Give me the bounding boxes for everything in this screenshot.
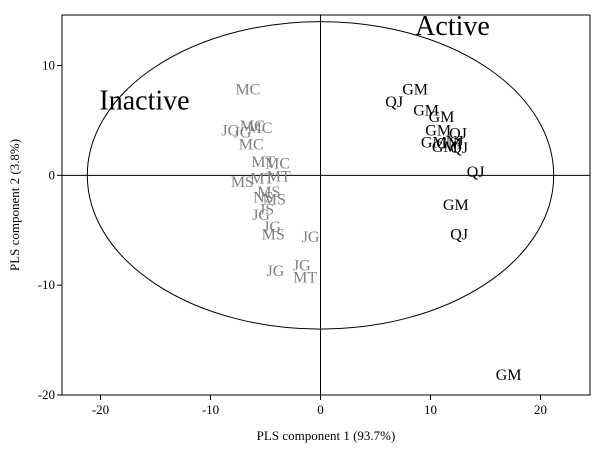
confidence-ellipse	[86, 21, 555, 330]
data-point-label: QJ	[467, 164, 485, 181]
data-point-label: JG	[252, 207, 270, 224]
x-axis-title: PLS component 1 (93.7%)	[257, 428, 396, 443]
data-point-label: GM	[402, 82, 428, 99]
x-tick-label: 20	[534, 402, 547, 417]
data-point-label: QJ	[450, 140, 468, 157]
data-point-label: QJ	[449, 126, 467, 143]
data-point-label: GM	[436, 135, 462, 152]
data-point-label: MS	[257, 184, 280, 201]
data-point-label: JG	[267, 263, 285, 280]
data-point-label: MC	[235, 82, 260, 99]
data-point-label: JG	[234, 125, 252, 142]
x-tick-label: -10	[202, 402, 219, 417]
data-point-label: MS	[263, 192, 286, 209]
y-tick-label: -20	[38, 387, 55, 402]
y-tick-label: -10	[38, 277, 55, 292]
data-point-label: GM	[429, 109, 455, 126]
data-point-label: JG	[302, 229, 320, 246]
region-label: Inactive	[99, 85, 189, 116]
data-point-label: GM	[421, 134, 447, 151]
x-tick-label: -20	[92, 402, 109, 417]
data-point-label: MT	[251, 154, 275, 171]
plot-frame	[61, 14, 591, 396]
data-point-label: MC	[240, 118, 265, 135]
region-label: Active	[415, 11, 490, 42]
data-point-label: JG	[293, 257, 311, 274]
data-point-label: GM	[432, 139, 458, 156]
y-tick-label: 0	[49, 167, 56, 182]
y-tick-label: 10	[42, 58, 55, 73]
data-point-label: GM	[413, 103, 439, 120]
data-point-label: MS	[262, 227, 285, 244]
y-axis-title: PLS component 2 (3.8%)	[7, 139, 22, 271]
data-point-label: QJ	[385, 94, 403, 111]
x-tick-label: 0	[317, 402, 324, 417]
data-point-label: JG	[263, 219, 281, 236]
data-point-label: NJ	[446, 133, 464, 150]
data-point-label: MC	[239, 137, 264, 154]
data-point-label: JS	[259, 201, 274, 218]
x-tick-label: 10	[424, 402, 437, 417]
data-point-label: GM	[425, 122, 451, 139]
data-point-label: MC	[265, 155, 290, 172]
data-point-label: MT	[250, 171, 274, 188]
data-point-label: GM	[496, 367, 522, 384]
data-point-label: QJ	[450, 227, 468, 244]
data-point-label: MT	[267, 168, 291, 185]
data-point-label: MS	[231, 174, 254, 191]
data-point-label: NS	[253, 189, 273, 206]
data-point-label: MC	[248, 120, 273, 137]
data-point-label: JG	[221, 122, 239, 139]
data-point-label: MT	[293, 269, 317, 286]
data-point-label: GM	[443, 197, 469, 214]
